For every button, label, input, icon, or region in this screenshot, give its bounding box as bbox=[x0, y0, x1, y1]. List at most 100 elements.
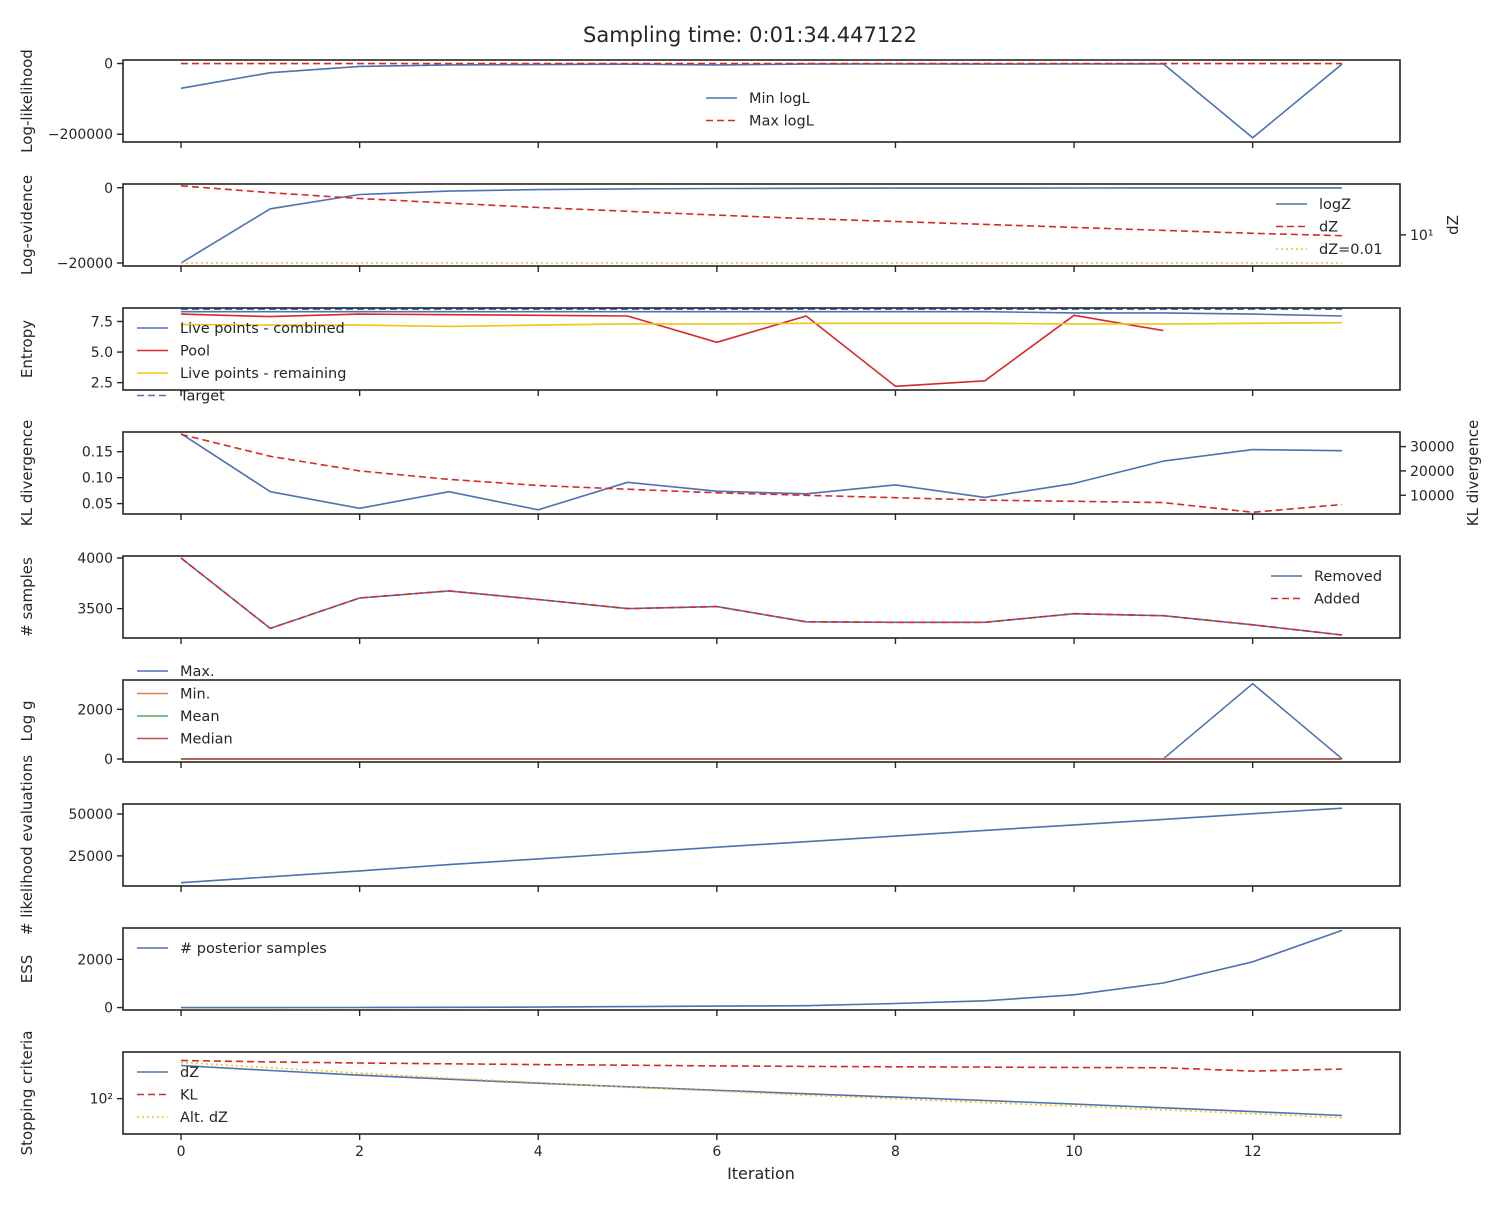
legend-label-1: Added bbox=[1314, 592, 1360, 608]
panel-1-right-ylabel: dZ bbox=[1444, 215, 1462, 235]
legend-label-0: # posterior samples bbox=[180, 941, 327, 957]
panel-5-lines bbox=[181, 682, 1343, 760]
panel-0-ylabel: Log-likelihood bbox=[18, 49, 36, 153]
panel-7: 0 2000 ESS # posterior samples bbox=[18, 927, 1401, 1017]
panel-6-ylabel: # likelihood evaluations bbox=[18, 755, 36, 935]
panel-1-series-0-line bbox=[180, 187, 1342, 264]
x-tick-label: 6 bbox=[712, 1144, 721, 1160]
panel-2-legend: Live points - combined Pool Live points - … bbox=[137, 321, 346, 405]
legend-label-1: Min. bbox=[180, 687, 210, 703]
panel-3-ytick-label: 0.05 bbox=[82, 497, 113, 513]
legend-label-2: dZ=0.01 bbox=[1319, 242, 1383, 258]
legend-label-2: Alt. dZ bbox=[180, 1110, 228, 1126]
panel-2-ytick-label: 2.5 bbox=[91, 376, 113, 392]
panel-7-ylabel: ESS bbox=[18, 955, 36, 984]
panel-5-ytick-label: 0 bbox=[104, 752, 113, 768]
panel-7-lines bbox=[181, 929, 1343, 1009]
panel-3-ytick-label: 0.10 bbox=[82, 471, 113, 487]
panel-6-frame bbox=[122, 803, 1401, 887]
panel-4-lines bbox=[180, 557, 1343, 636]
panel-2-frame bbox=[122, 307, 1401, 391]
panel-5-ytick-label: 2000 bbox=[77, 702, 113, 718]
panel-8-series-0-line bbox=[180, 1064, 1343, 1117]
panel-7-ytick-label: 0 bbox=[104, 1001, 113, 1017]
panel-5-ylabel: Log g bbox=[18, 700, 36, 741]
panel-2-ylabel: Entropy bbox=[18, 320, 36, 378]
panel-6-ytick-label: 25000 bbox=[68, 849, 113, 865]
x-axis-label: Iteration bbox=[727, 1164, 795, 1183]
panel-6: 25000 50000 # likelihood evaluations bbox=[18, 755, 1401, 935]
panel-2-series-1-line bbox=[180, 313, 1164, 388]
panel-8-ylabel: Stopping criteria bbox=[18, 1031, 36, 1156]
panel-1-ytick-label: 0 bbox=[104, 181, 113, 197]
panel-1-rtick-label: 10¹ bbox=[1410, 228, 1433, 244]
legend-label-0: dZ bbox=[180, 1065, 199, 1081]
panel-1-ytick-label: −20000 bbox=[57, 256, 113, 272]
panel-3: 0.05 0.10 0.15 10000 20000 30000 KL divergence… bbox=[18, 420, 1482, 526]
panel-4: 3500 4000 # samples Removed Added bbox=[18, 551, 1401, 644]
panel-0-legend: Min logL Max logL bbox=[706, 91, 814, 130]
panel-1-lines bbox=[180, 185, 1343, 264]
panel-3-series-1-line bbox=[180, 433, 1343, 514]
panel-5-legend: Max. Min. Mean Median bbox=[137, 664, 233, 748]
panel-6-series-0-line bbox=[180, 807, 1343, 884]
panel-7-series-0-line bbox=[181, 929, 1343, 1009]
panel-8-legend: dZ KL Alt. dZ bbox=[137, 1065, 228, 1126]
panel-1: 0 −20000 10¹ Log-evidence dZ logZ dZ dZ=0.01 bbox=[18, 175, 1462, 275]
panel-8-lines bbox=[180, 1059, 1343, 1119]
x-tick-label: 4 bbox=[534, 1144, 543, 1160]
panel-3-frame bbox=[122, 431, 1401, 515]
panel-1-series-1-line bbox=[180, 185, 1343, 237]
panel-4-ytick-label: 3500 bbox=[77, 602, 113, 618]
legend-label-2: Mean bbox=[180, 709, 220, 725]
panel-2: 2.5 5.0 7.5 Entropy Live points - combined Po… bbox=[18, 307, 1401, 405]
legend-label-1: Max logL bbox=[749, 114, 814, 130]
panel-1-legend: logZ dZ dZ=0.01 bbox=[1276, 197, 1383, 258]
panel-4-series-0-line bbox=[180, 557, 1343, 636]
legend-label-0: Live points - combined bbox=[180, 321, 345, 337]
panel-2-series-0-line bbox=[181, 310, 1343, 317]
panel-4-frame bbox=[122, 555, 1401, 639]
legend-label-0: Min logL bbox=[749, 91, 810, 107]
panel-2-ytick-label: 7.5 bbox=[91, 314, 113, 330]
x-tick-label: 0 bbox=[177, 1144, 186, 1160]
panel-8-series-2-line bbox=[180, 1061, 1343, 1119]
panel-6-lines bbox=[180, 807, 1343, 884]
panel-3-rtick-label: 20000 bbox=[1410, 464, 1455, 480]
panel-3-ylabel: KL divergence bbox=[18, 420, 36, 526]
panel-5-series-0-line bbox=[181, 682, 1343, 760]
panel-8: 0 2 4 6 8 10 12 10² Stopping criteria dZ KL Alt. dZ bbox=[18, 1031, 1401, 1160]
figure-title: Sampling time: 0:01:34.447122 bbox=[583, 23, 917, 47]
panel-0: 0 −200000 Log-likelihood Min logL Max logL bbox=[18, 49, 1401, 153]
legend-label-1: KL bbox=[180, 1088, 198, 1104]
x-tick-label: 12 bbox=[1244, 1144, 1262, 1160]
panel-0-frame bbox=[122, 59, 1401, 143]
panel-4-ytick-label: 4000 bbox=[77, 551, 113, 567]
legend-label-1: Pool bbox=[180, 344, 210, 360]
x-tick-label: 2 bbox=[355, 1144, 364, 1160]
panel-2-series-2-line bbox=[180, 321, 1343, 328]
panel-4-ylabel: # samples bbox=[18, 557, 36, 637]
legend-label-3: Median bbox=[180, 732, 233, 748]
legend-label-3: Target bbox=[179, 389, 225, 405]
legend-label-1: dZ bbox=[1319, 220, 1338, 236]
panel-3-rtick-label: 30000 bbox=[1410, 440, 1455, 456]
legend-label-0: Max. bbox=[180, 664, 215, 680]
x-tick-label: 10 bbox=[1065, 1144, 1083, 1160]
panel-1-ylabel: Log-evidence bbox=[18, 175, 36, 275]
panel-8-series-1-line bbox=[180, 1059, 1343, 1072]
panel-4-legend: Removed Added bbox=[1271, 569, 1382, 608]
panel-2-lines bbox=[180, 308, 1343, 388]
x-tick-label: 8 bbox=[891, 1144, 900, 1160]
panel-7-ytick-label: 2000 bbox=[77, 952, 113, 968]
panel-3-ytick-label: 0.15 bbox=[82, 445, 113, 461]
panel-0-ytick-label: 0 bbox=[104, 57, 113, 73]
panel-0-ytick-label: −200000 bbox=[48, 127, 113, 143]
legend-label-0: logZ bbox=[1319, 197, 1351, 213]
panel-5-frame bbox=[122, 679, 1401, 763]
panel-8-ytick-label: 10² bbox=[90, 1092, 113, 1108]
legend-label-2: Live points - remaining bbox=[180, 366, 346, 382]
panel-0-lines bbox=[180, 62, 1343, 139]
